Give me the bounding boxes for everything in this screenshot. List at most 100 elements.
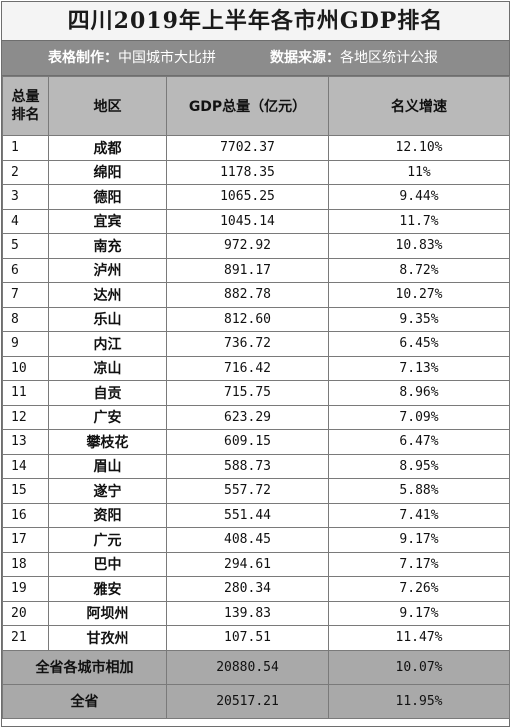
source-info: 数据来源：各地区统计公报 <box>270 41 438 75</box>
table-row: 3 德阳 1065.25 9.44% <box>2 184 510 210</box>
growth-cell: 10.27% <box>328 282 510 308</box>
growth-cell: 7.17% <box>328 551 510 577</box>
table-row: 10 凉山 716.42 7.13% <box>2 355 510 381</box>
gdp-cell: 557.72 <box>166 478 329 504</box>
gdp-cell: 107.51 <box>166 625 329 651</box>
region-cell: 泸州 <box>48 257 167 283</box>
region-cell: 德阳 <box>48 184 167 210</box>
region-cell: 雅安 <box>48 576 167 602</box>
rank-cell: 20 <box>2 600 49 626</box>
rank-cell: 9 <box>2 331 49 357</box>
total-gdp: 20517.21 <box>166 683 329 719</box>
table-row: 5 南充 972.92 10.83% <box>2 233 510 259</box>
rank-cell: 3 <box>2 184 49 210</box>
gdp-cell: 139.83 <box>166 600 329 626</box>
region-cell: 南充 <box>48 233 167 259</box>
rank-cell: 13 <box>2 429 49 455</box>
table-body: 1 成都 7702.37 12.10% 2 绵阳 1178.35 11% 3 德阳 1065.25 9… <box>2 135 510 651</box>
rank-cell: 6 <box>2 257 49 283</box>
rank-cell: 10 <box>2 355 49 381</box>
growth-header: 名义增速 <box>328 76 510 136</box>
table-row: 11 自贡 715.75 8.96% <box>2 380 510 406</box>
gdp-cell: 715.75 <box>166 380 329 406</box>
gdp-cell: 280.34 <box>166 576 329 602</box>
gdp-cell: 812.60 <box>166 306 329 332</box>
rank-cell: 1 <box>2 135 49 161</box>
total-gdp: 20880.54 <box>166 649 329 685</box>
gdp-cell: 972.92 <box>166 233 329 259</box>
rank-cell: 21 <box>2 625 49 651</box>
growth-cell: 11% <box>328 159 510 185</box>
gdp-cell: 408.45 <box>166 527 329 553</box>
growth-cell: 11.7% <box>328 208 510 234</box>
region-cell: 乐山 <box>48 306 167 332</box>
maker-label: 表格制作： <box>48 50 118 66</box>
gdp-cell: 588.73 <box>166 453 329 479</box>
gdp-cell: 736.72 <box>166 331 329 357</box>
region-cell: 资阳 <box>48 502 167 528</box>
maker-value: 中国城市大比拼 <box>118 50 216 66</box>
region-cell: 攀枝花 <box>48 429 167 455</box>
table-row: 8 乐山 812.60 9.35% <box>2 306 510 332</box>
table-row: 2 绵阳 1178.35 11% <box>2 159 510 185</box>
rank-cell: 19 <box>2 576 49 602</box>
region-cell: 广元 <box>48 527 167 553</box>
region-cell: 宜宾 <box>48 208 167 234</box>
rank-cell: 2 <box>2 159 49 185</box>
rank-cell: 16 <box>2 502 49 528</box>
region-cell: 甘孜州 <box>48 625 167 651</box>
table-header-row: 总量 排名 地区 GDP总量（亿元） 名义增速 <box>2 76 510 136</box>
table-row: 12 广安 623.29 7.09% <box>2 404 510 430</box>
growth-cell: 10.83% <box>328 233 510 259</box>
gdp-cell: 7702.37 <box>166 135 329 161</box>
rank-header-line1: 总量 <box>11 89 40 105</box>
region-cell: 自贡 <box>48 380 167 406</box>
growth-cell: 8.96% <box>328 380 510 406</box>
region-header: 地区 <box>48 76 167 136</box>
growth-cell: 12.10% <box>328 135 510 161</box>
source-value: 各地区统计公报 <box>340 50 438 66</box>
maker-info: 表格制作：中国城市大比拼 <box>48 41 216 75</box>
region-cell: 巴中 <box>48 551 167 577</box>
table-row: 14 眉山 588.73 8.95% <box>2 453 510 479</box>
region-cell: 眉山 <box>48 453 167 479</box>
table-row: 16 资阳 551.44 7.41% <box>2 502 510 528</box>
growth-cell: 7.41% <box>328 502 510 528</box>
table-row: 20 阿坝州 139.83 9.17% <box>2 600 510 626</box>
rank-cell: 12 <box>2 404 49 430</box>
region-cell: 广安 <box>48 404 167 430</box>
gdp-cell: 609.15 <box>166 429 329 455</box>
region-cell: 遂宁 <box>48 478 167 504</box>
growth-cell: 7.09% <box>328 404 510 430</box>
growth-cell: 5.88% <box>328 478 510 504</box>
table-row: 9 内江 736.72 6.45% <box>2 331 510 357</box>
rank-cell: 8 <box>2 306 49 332</box>
table-row: 1 成都 7702.37 12.10% <box>2 135 510 161</box>
table-row: 15 遂宁 557.72 5.88% <box>2 478 510 504</box>
region-cell: 凉山 <box>48 355 167 381</box>
growth-cell: 9.17% <box>328 600 510 626</box>
growth-cell: 7.13% <box>328 355 510 381</box>
total-label: 全省各城市相加 <box>2 649 167 685</box>
gdp-header: GDP总量（亿元） <box>166 76 329 136</box>
gdp-cell: 891.17 <box>166 257 329 283</box>
table-row: 17 广元 408.45 9.17% <box>2 527 510 553</box>
rank-cell: 15 <box>2 478 49 504</box>
table-row: 18 巴中 294.61 7.17% <box>2 551 510 577</box>
rank-cell: 17 <box>2 527 49 553</box>
growth-cell: 8.95% <box>328 453 510 479</box>
gdp-cell: 1045.14 <box>166 208 329 234</box>
total-label: 全省 <box>2 683 167 719</box>
gdp-cell: 716.42 <box>166 355 329 381</box>
rank-cell: 18 <box>2 551 49 577</box>
table-row: 19 雅安 280.34 7.26% <box>2 576 510 602</box>
region-cell: 成都 <box>48 135 167 161</box>
growth-cell: 6.47% <box>328 429 510 455</box>
region-cell: 绵阳 <box>48 159 167 185</box>
totals-body: 全省各城市相加 20880.54 10.07% 全省 20517.21 11.9… <box>2 649 510 719</box>
gdp-cell: 294.61 <box>166 551 329 577</box>
growth-cell: 9.17% <box>328 527 510 553</box>
gdp-cell: 882.78 <box>166 282 329 308</box>
gdp-cell: 551.44 <box>166 502 329 528</box>
